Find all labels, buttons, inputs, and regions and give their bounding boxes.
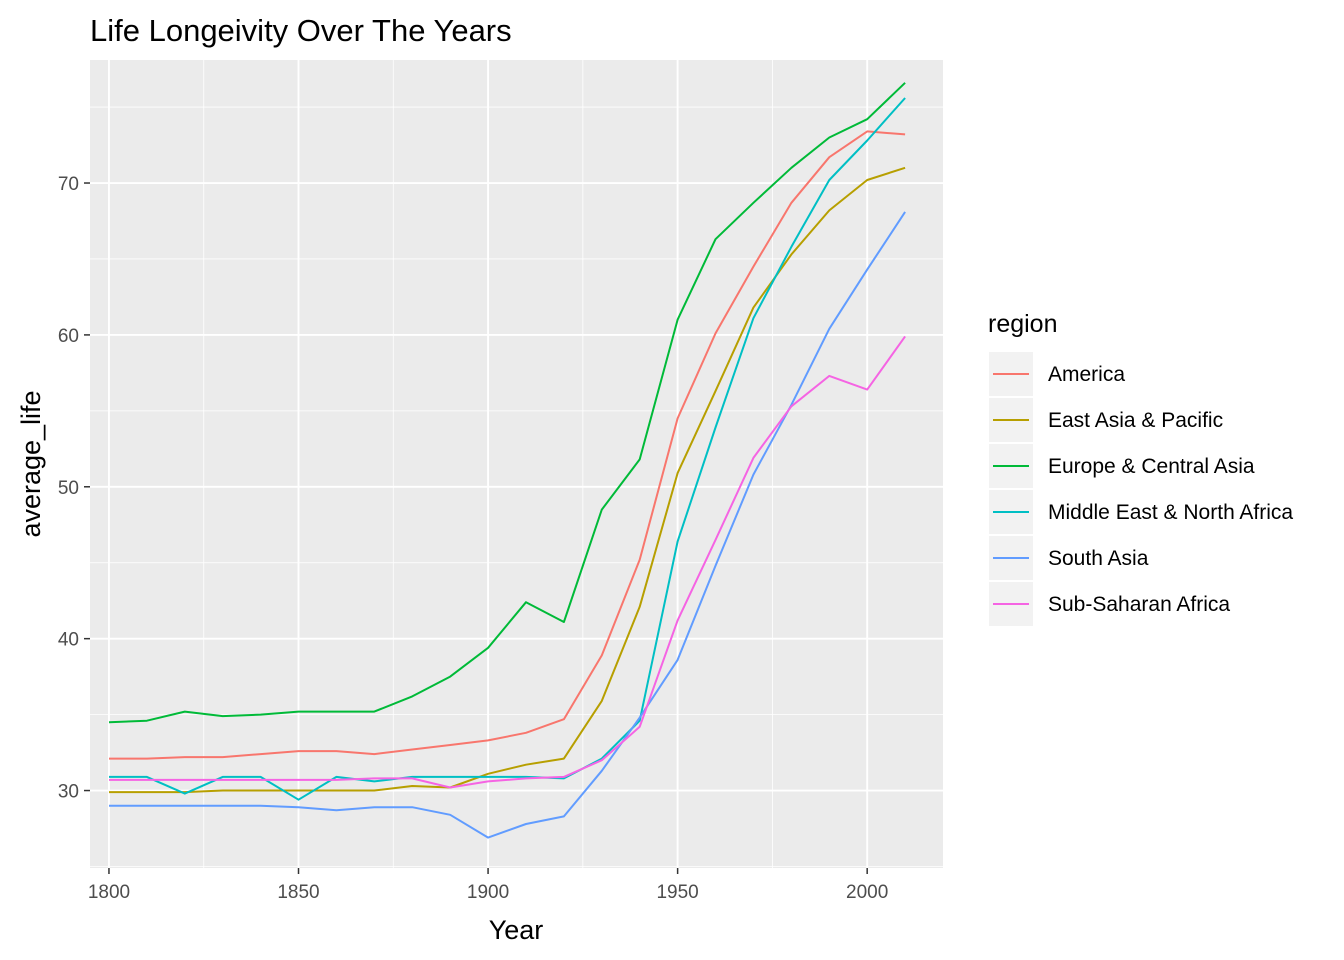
legend-label: Middle East & North Africa <box>1048 501 1293 524</box>
y-axis-ticks: 30 40 50 60 70 <box>58 174 90 803</box>
legend-title: region <box>988 310 1058 338</box>
x-axis-ticks: 1800 1850 1900 1950 2000 <box>88 868 888 903</box>
series-lines <box>108 82 906 839</box>
series-line-america <box>109 130 906 760</box>
series-line-sub-saharan-africa <box>109 335 906 789</box>
plot-panel <box>90 60 943 868</box>
legend-label: America <box>1048 363 1125 386</box>
y-tick-label: 60 <box>58 326 79 347</box>
x-tick-label: 1950 <box>656 882 698 903</box>
y-tick-label: 50 <box>58 478 79 499</box>
series-line-europe-central-asia <box>108 82 906 724</box>
x-tick-label: 1850 <box>277 882 319 903</box>
y-axis-title: average_life <box>16 390 46 537</box>
x-tick-label: 1800 <box>88 882 130 903</box>
chart-title: Life Longeivity Over The Years <box>90 13 512 48</box>
legend: region America East Asia & Pacific Europe … <box>988 310 1293 626</box>
legend-items: America East Asia & Pacific Europe & Centr… <box>989 352 1293 626</box>
series-line-south-asia <box>109 211 906 839</box>
legend-label: South Asia <box>1048 547 1149 570</box>
legend-label: Sub-Saharan Africa <box>1048 593 1230 616</box>
y-tick-label: 70 <box>58 174 79 195</box>
x-tick-label: 1900 <box>467 882 509 903</box>
series-line-middle-east-north-africa <box>109 97 906 801</box>
grid-lines <box>90 60 943 868</box>
x-axis-title: Year <box>489 915 544 945</box>
legend-label: East Asia & Pacific <box>1048 409 1223 432</box>
y-tick-label: 30 <box>58 782 79 803</box>
y-tick-label: 40 <box>58 630 79 651</box>
legend-label: Europe & Central Asia <box>1048 455 1255 478</box>
x-tick-label: 2000 <box>846 882 888 903</box>
